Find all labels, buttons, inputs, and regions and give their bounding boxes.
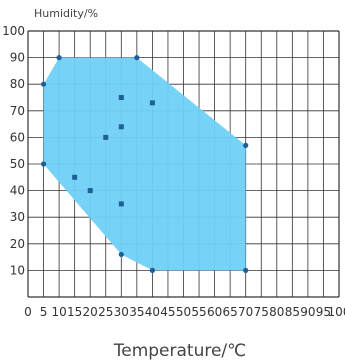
x-tick-label-6: 30 (114, 305, 129, 319)
x-tick-label-14: 70 (238, 305, 253, 319)
x-tick-label-10: 50 (176, 305, 191, 319)
x-tick-label-8: 40 (145, 305, 160, 319)
data-point-11 (103, 134, 109, 140)
data-point-2 (243, 142, 249, 148)
x-tick-label-0: 0 (24, 305, 32, 319)
data-point-3 (243, 267, 249, 273)
data-point-4 (149, 267, 155, 273)
data-point-5 (118, 251, 124, 258)
x-tick-label-16: 80 (269, 305, 284, 319)
x-tick-label-1: 5 (40, 305, 48, 319)
y-tick-label-9: 100 (2, 24, 25, 38)
y-tick-label-6: 70 (10, 104, 25, 118)
data-point-12 (72, 174, 78, 180)
x-tick-label-12: 60 (207, 305, 222, 319)
x-tick-label-19: 95 (316, 305, 331, 319)
y-tick-label-5: 60 (10, 130, 25, 144)
y-tick-label-7: 80 (10, 77, 25, 91)
y-tick-label-8: 90 (10, 51, 25, 65)
data-point-10 (118, 124, 124, 130)
x-tick-label-11: 55 (191, 305, 206, 319)
y-tick-label-3: 40 (10, 184, 25, 198)
x-tick-label-7: 35 (129, 305, 144, 319)
x-tick-label-3: 15 (67, 305, 82, 319)
data-point-8 (118, 95, 124, 100)
comfort-region (43, 57, 246, 271)
data-point-7 (40, 81, 47, 87)
x-axis-label: Temperature/℃ (113, 341, 247, 361)
data-point-13 (87, 188, 93, 194)
y-tick-labels: 10 20 30 40 50 60 70 80 90 100 (2, 24, 25, 277)
y-tick-label-1: 20 (10, 237, 25, 251)
x-tick-label-18: 90 (300, 305, 315, 319)
x-tick-label-13: 65 (223, 305, 238, 319)
data-point-9 (149, 100, 155, 106)
y-axis-label: Humidity/% (34, 7, 98, 20)
x-tick-label-2: 10 (51, 305, 66, 319)
data-point-1 (134, 55, 140, 61)
data-points (40, 55, 249, 273)
x-tick-label-4: 20 (83, 305, 98, 319)
x-tick-label-9: 45 (160, 305, 175, 319)
y-tick-label-2: 30 (10, 210, 25, 224)
x-tick-label-5: 25 (98, 305, 113, 319)
x-tick-label-17: 85 (285, 305, 300, 319)
x-tick-label-15: 75 (254, 305, 269, 319)
data-point-0 (56, 55, 62, 61)
y-tick-label-0: 10 (10, 263, 25, 277)
x-tick-label-20: 100 (328, 305, 345, 319)
x-tick-labels: 0 5 10 15 20 25 30 35 40 45 50 55 60 65 70 75 80 85 90 9510… (24, 305, 345, 319)
y-tick-label-4: 50 (10, 157, 25, 171)
data-point-14 (118, 201, 124, 207)
data-point-6 (40, 161, 47, 167)
